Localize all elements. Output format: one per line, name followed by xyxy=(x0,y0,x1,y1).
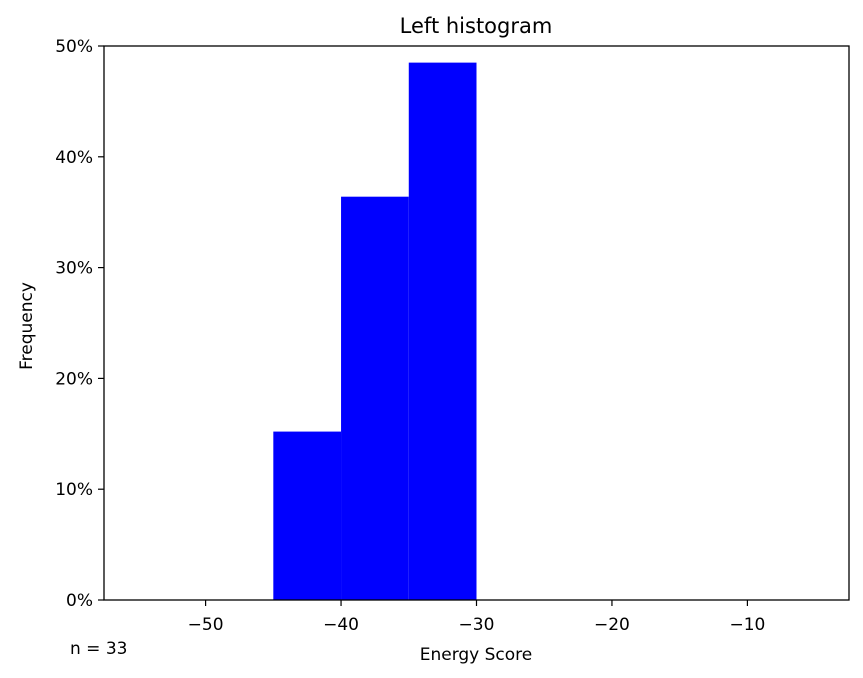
x-tick-label: −40 xyxy=(323,615,359,635)
y-tick-label: 20% xyxy=(55,369,93,389)
sample-size-note: n = 33 xyxy=(70,639,128,659)
plot-frame xyxy=(103,45,850,601)
y-tick-label: 30% xyxy=(55,259,93,279)
x-tick-label: −10 xyxy=(729,615,765,635)
y-tick-label: 10% xyxy=(55,480,93,500)
histogram-bar-3 xyxy=(408,62,477,601)
bars-group xyxy=(273,62,477,601)
histogram-bar-2 xyxy=(341,196,409,601)
x-tick-label: −20 xyxy=(594,615,630,635)
x-axis-label: Energy Score xyxy=(420,645,533,665)
x-tick-label: −30 xyxy=(459,615,495,635)
chart-title: Left histogram xyxy=(400,14,553,38)
y-axis-ticks: 0% 10% 20% 30% 40% 50% xyxy=(55,37,104,611)
histogram-bar-1 xyxy=(273,431,342,600)
x-tick-label: −50 xyxy=(188,615,224,635)
y-tick-label: 50% xyxy=(55,37,93,57)
y-axis-label: Frequency xyxy=(17,282,37,370)
y-tick-label: 0% xyxy=(66,591,93,611)
x-axis-ticks: −50 −40 −30 −20 −10 xyxy=(188,600,765,635)
y-tick-label: 40% xyxy=(55,148,93,168)
